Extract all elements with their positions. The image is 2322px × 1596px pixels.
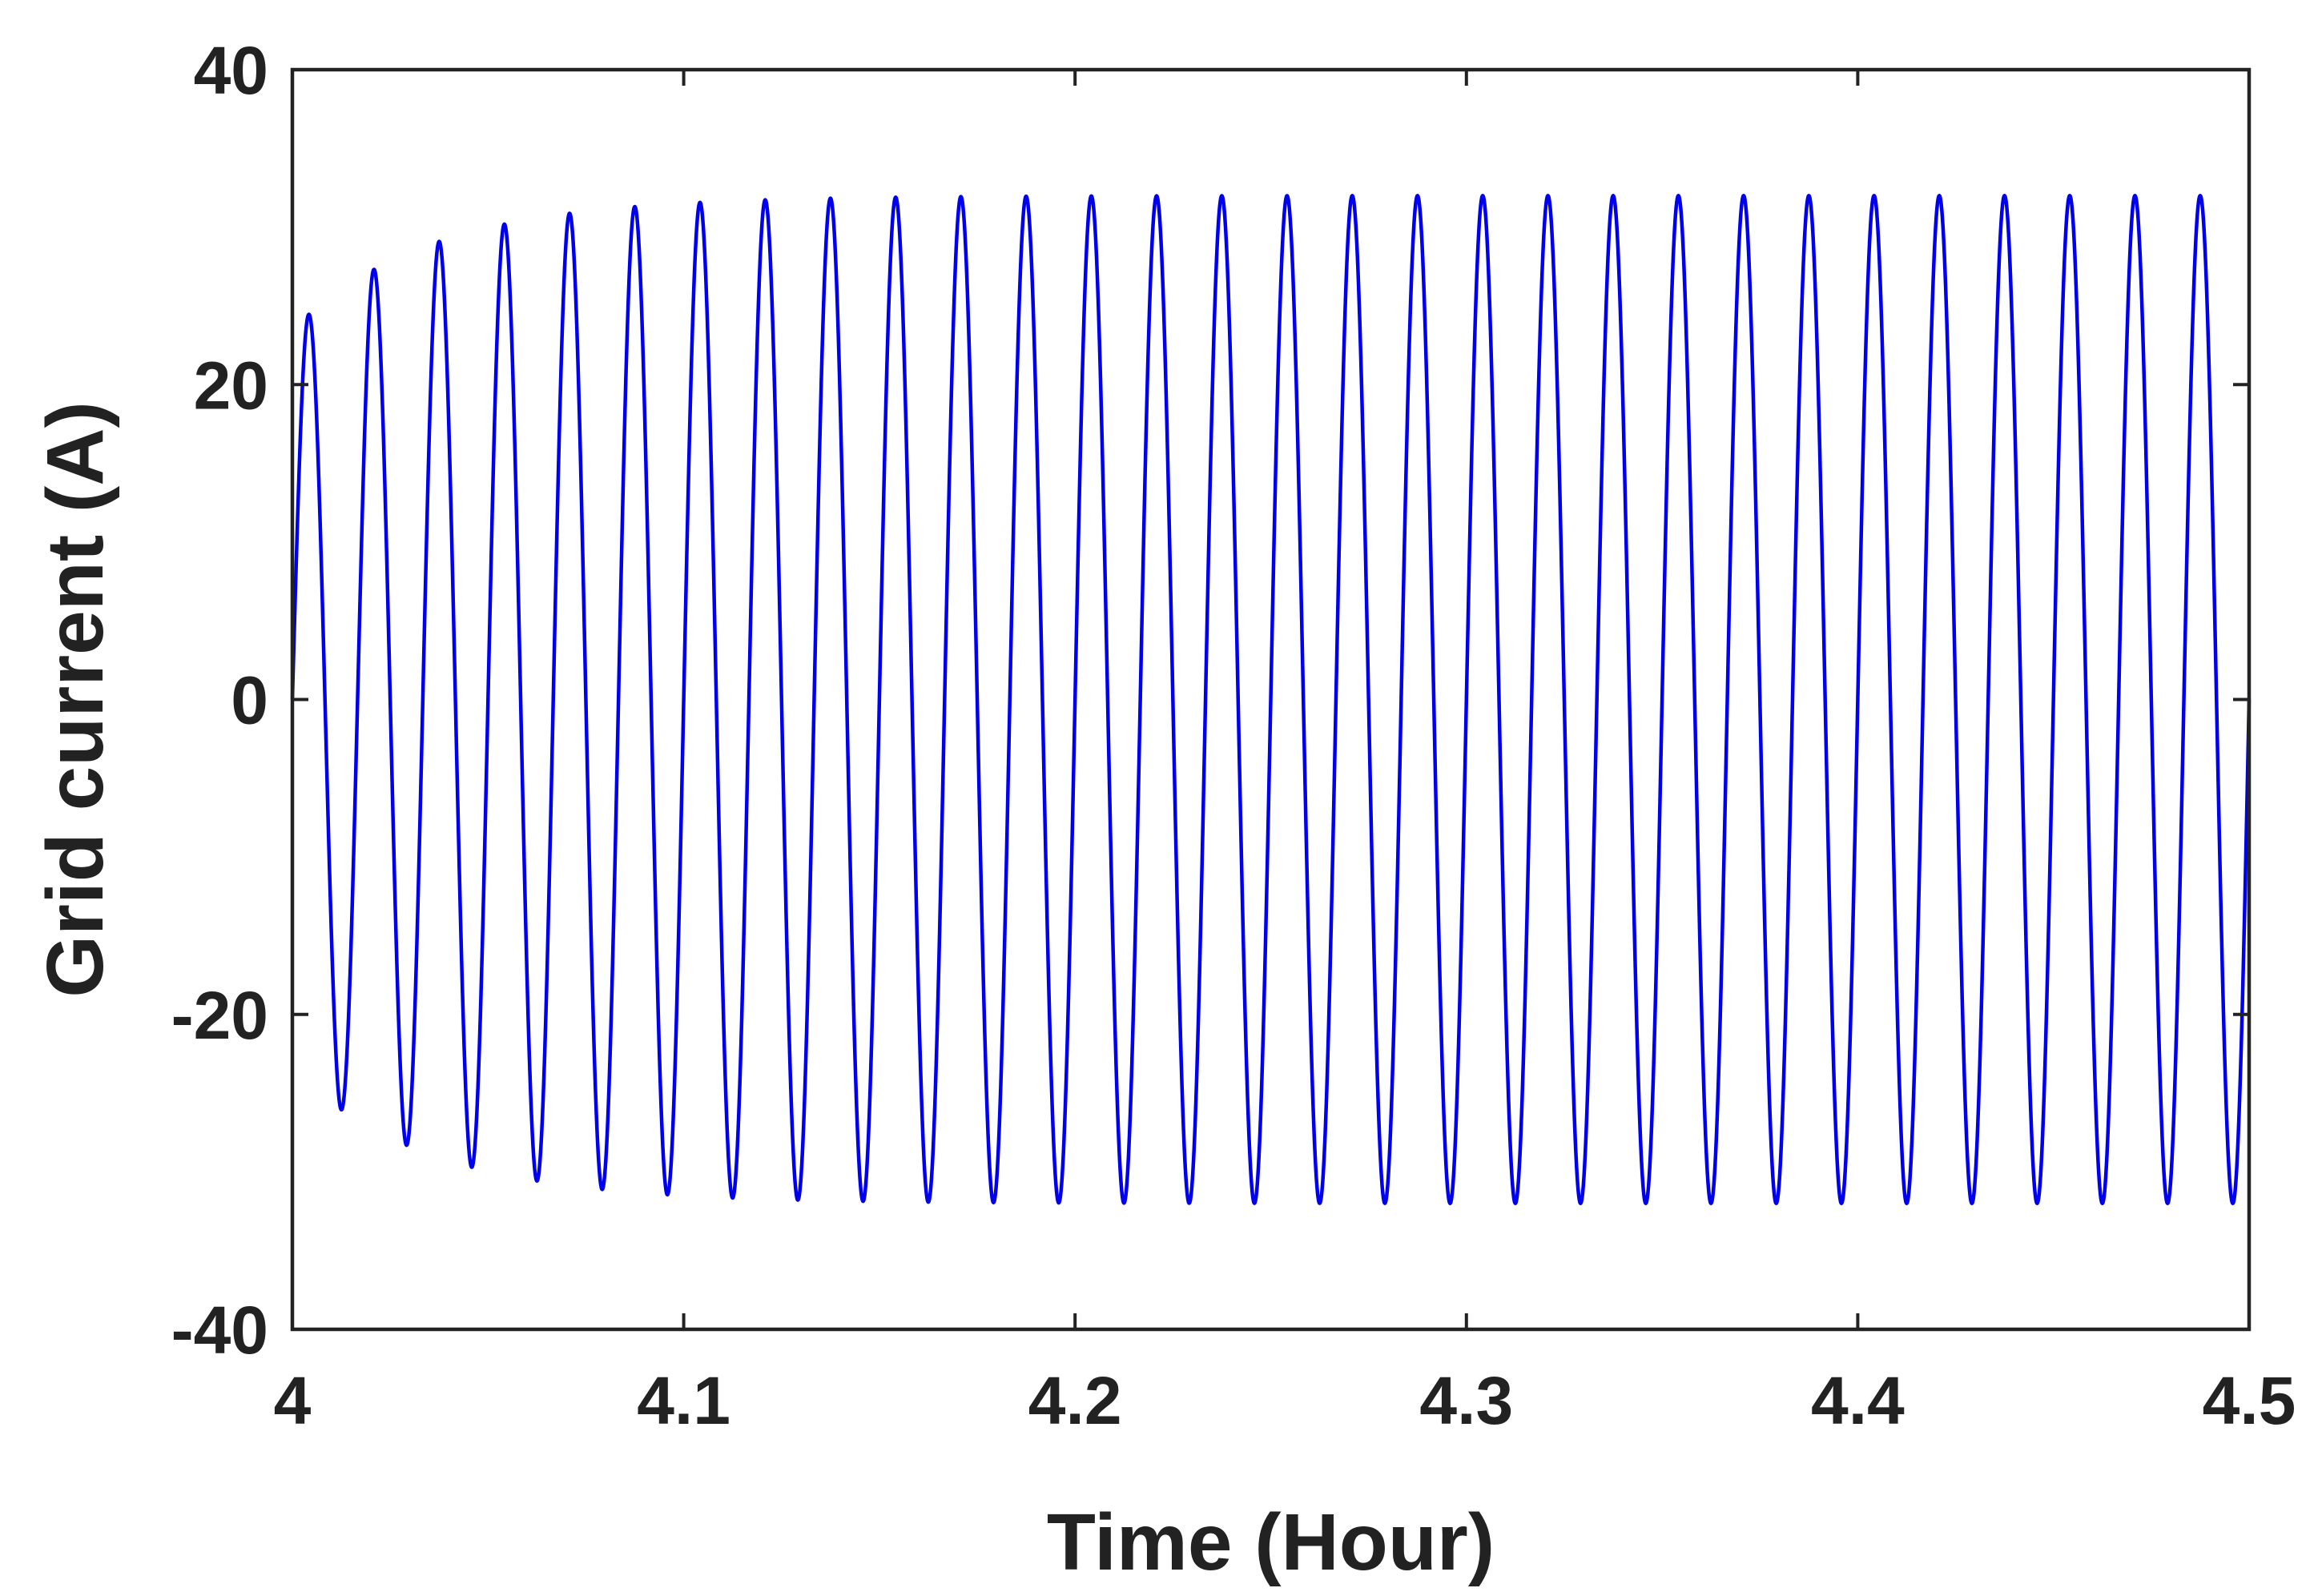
x-tick-label: 4.3 <box>1419 1363 1513 1438</box>
y-tick-label: 20 <box>194 348 268 423</box>
x-tick-label: 4.5 <box>2203 1363 2296 1438</box>
plot-area <box>290 67 2252 1332</box>
y-axis: 40 20 0 -20 -40 <box>171 33 2249 1368</box>
y-tick-label: -20 <box>171 978 268 1053</box>
x-axis-label: Time (Hour) <box>1047 1498 1495 1587</box>
x-tick-label: 4.4 <box>1811 1363 1905 1438</box>
series-line-grid-current <box>290 194 2252 1205</box>
x-tick-label: 4.1 <box>637 1363 730 1438</box>
x-tick-label: 4 <box>274 1363 312 1438</box>
y-axis-label: Grid current (A) <box>30 401 120 997</box>
x-axis: 4 4.1 4.2 4.3 4.4 4.5 <box>274 70 2296 1438</box>
y-tick-label: 40 <box>194 33 268 108</box>
x-tick-label: 4.2 <box>1028 1363 1122 1438</box>
y-tick-label: 0 <box>231 663 268 738</box>
y-tick-label: -40 <box>171 1292 268 1368</box>
